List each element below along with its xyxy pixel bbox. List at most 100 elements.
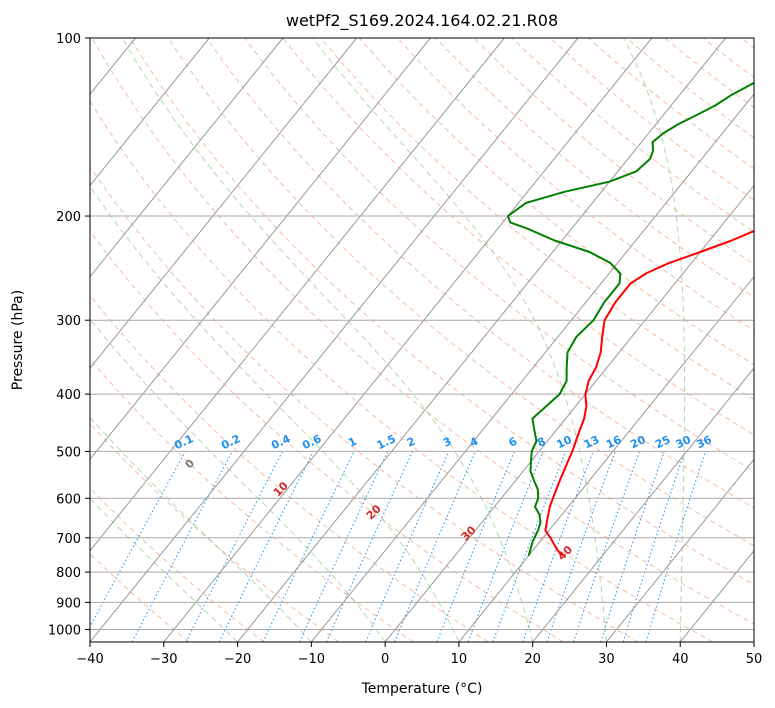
dry-adiabat-label: 40 <box>555 543 575 563</box>
dry-adiabat-label: 30 <box>459 523 479 543</box>
moist-adiabat-line <box>90 185 460 642</box>
mixing-ratio-line <box>262 451 355 642</box>
mixing-ratio-label: 0.1 <box>172 432 195 452</box>
mixing-ratio-line <box>436 451 515 642</box>
y-tick-label: 600 <box>56 492 81 507</box>
isotherm-line <box>90 38 505 552</box>
x-tick-label: 20 <box>524 652 541 667</box>
isotherm-line <box>90 38 210 187</box>
mixing-ratio-line <box>622 451 686 642</box>
mixing-ratio-line <box>365 451 450 642</box>
profile-series <box>507 81 754 557</box>
dry-adiabat-line <box>91 38 754 625</box>
dry-adiabat-label: 0 <box>183 456 198 471</box>
dry-adiabat-line <box>740 38 754 49</box>
y-tick-label: 500 <box>56 445 81 460</box>
mixing-ratio-label: 0.2 <box>219 432 242 452</box>
mixing-ratio-label: 2 <box>405 435 417 450</box>
isotherm-line <box>90 38 431 461</box>
isotherm-line <box>310 93 754 642</box>
mixing-ratio-label: 30 <box>674 433 694 451</box>
mixing-ratio-label: 13 <box>582 433 601 451</box>
moist-adiabat-line <box>90 416 312 642</box>
mixing-ratio-label: 1 <box>346 435 358 450</box>
moist-adiabat-line <box>312 38 607 642</box>
moist-adiabat-line <box>90 497 238 642</box>
mixing-ratio-label: 0.4 <box>269 432 292 452</box>
mixing-ratio-label: 1.5 <box>375 432 398 452</box>
isotherm-line <box>532 367 754 642</box>
y-tick-label: 1000 <box>48 623 81 638</box>
x-tick-label: −40 <box>76 652 103 667</box>
x-tick-label: 50 <box>746 652 763 667</box>
mixing-ratio-label: 3 <box>441 435 453 450</box>
y-axis-label: Pressure (hPa) <box>10 290 26 390</box>
dry-adiabat-line <box>90 358 414 642</box>
dry-adiabat-line <box>90 100 713 642</box>
dry-adiabat-line <box>90 165 639 642</box>
isotherm-line <box>90 38 579 642</box>
mixing-ratio-line <box>573 451 640 642</box>
isotherm-line <box>237 38 726 642</box>
mixing-ratio-line <box>546 451 616 642</box>
dry-adiabat-line <box>511 38 754 233</box>
mixing-ratio-line <box>218 451 314 642</box>
mixing-ratio-line <box>645 451 707 642</box>
x-tick-label: −30 <box>150 652 177 667</box>
mixing-ratio-line <box>522 451 594 642</box>
dry-adiabat-label: 20 <box>364 502 384 522</box>
y-tick-label: 800 <box>56 566 81 581</box>
mixing-ratio-label: 4 <box>468 435 481 450</box>
axes: −40 −30 −20 −10 0 10 20 30 40 5010020030040050060… <box>48 32 762 667</box>
x-axis-label: Temperature (°C) <box>361 681 483 697</box>
moist-adiabat-line <box>121 38 534 642</box>
mixing-ratio-line <box>467 451 544 642</box>
dry-adiabat-line <box>90 552 190 642</box>
dry-adiabat-line <box>473 38 754 265</box>
dry-adiabat-line <box>90 294 489 642</box>
dry-adiabat-line <box>397 38 754 332</box>
isotherm-line <box>753 641 754 642</box>
mixing-ratio-label: 10 <box>555 433 575 451</box>
background-lines <box>90 38 754 642</box>
y-tick-label: 900 <box>56 596 81 611</box>
isotherm-line <box>90 38 284 278</box>
mixing-ratio-line <box>185 451 283 642</box>
temperature-profile-line <box>544 229 754 557</box>
dry-adiabat-line <box>90 230 564 642</box>
mixing-ratio-label: 20 <box>628 433 648 451</box>
y-tick-label: 400 <box>56 388 81 403</box>
dry-adiabat-line <box>702 38 754 79</box>
dry-adiabat-line <box>206 38 754 509</box>
mixing-ratio-line <box>90 451 186 628</box>
isotherm-line <box>384 184 754 642</box>
mixing-ratio-label: 25 <box>653 433 672 451</box>
mixing-ratio-label: 36 <box>694 433 714 451</box>
dry-adiabat-line <box>626 38 754 139</box>
dry-adiabat-line <box>320 38 754 401</box>
y-tick-label: 700 <box>56 532 81 547</box>
dry-adiabat-line <box>90 487 265 642</box>
isotherm-line <box>606 458 754 642</box>
isotherm-line <box>458 275 754 642</box>
x-tick-label: 30 <box>598 652 615 667</box>
mixing-ratio-line <box>299 451 389 642</box>
x-tick-label: 10 <box>451 652 468 667</box>
isotherm-line <box>679 549 754 642</box>
mixing-ratio-label: 6 <box>507 435 520 450</box>
dry-adiabat-line <box>664 38 754 109</box>
mixing-ratio-line <box>394 451 476 642</box>
mixing-ratio-line <box>325 451 414 642</box>
x-tick-label: 0 <box>381 652 389 667</box>
dewpoint-profile-line <box>507 81 754 556</box>
moist-adiabat-line <box>90 318 386 642</box>
moist-adiabat-line <box>623 38 686 642</box>
y-tick-label: 200 <box>56 210 81 225</box>
x-tick-label: −20 <box>224 652 251 667</box>
y-tick-label: 100 <box>56 32 81 47</box>
mixing-ratio-line <box>600 451 665 642</box>
isotherm-line <box>90 38 358 369</box>
dry-adiabat-line <box>129 38 754 585</box>
chart-title: wetPf2_S169.2024.164.02.21.R08 <box>286 11 558 31</box>
